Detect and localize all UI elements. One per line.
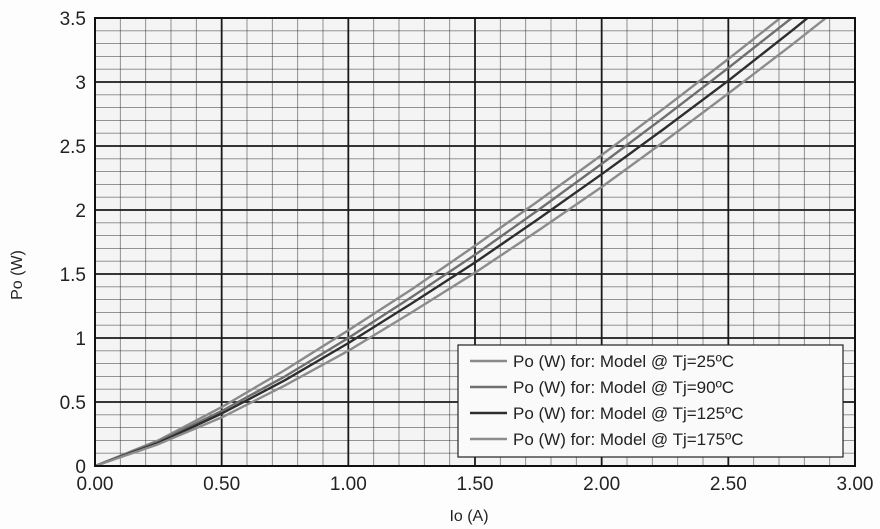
x-tick-label: 1.50 xyxy=(457,474,494,495)
legend-label: Po (W) for: Model @ Tj=175ºC xyxy=(513,430,744,449)
x-tick-label: 1.00 xyxy=(330,474,367,495)
y-tick-label: 3.5 xyxy=(60,9,86,30)
x-tick-label: 2.50 xyxy=(710,474,747,495)
legend: Po (W) for: Model @ Tj=25ºC Po (W) for: M… xyxy=(458,345,843,457)
y-tick-label: 2.5 xyxy=(60,137,86,158)
legend-label: Po (W) for: Model @ Tj=90ºC xyxy=(513,378,734,397)
y-tick-label: 2 xyxy=(75,201,86,222)
y-axis-label: Po (W) xyxy=(9,250,26,300)
y-tick-label: 0.5 xyxy=(60,393,86,414)
y-tick-label: 0 xyxy=(75,457,86,478)
x-tick-label: 2.00 xyxy=(583,474,620,495)
y-tick-label: 3 xyxy=(75,73,86,94)
y-tick-label: 1.5 xyxy=(60,265,86,286)
y-tick-label: 1 xyxy=(75,329,86,350)
x-tick-label: 3.00 xyxy=(837,474,874,495)
x-tick-label: 0.50 xyxy=(203,474,240,495)
x-axis-label: Io (A) xyxy=(449,508,488,525)
legend-label: Po (W) for: Model @ Tj=25ºC xyxy=(513,352,734,371)
legend-label: Po (W) for: Model @ Tj=125ºC xyxy=(513,404,744,423)
